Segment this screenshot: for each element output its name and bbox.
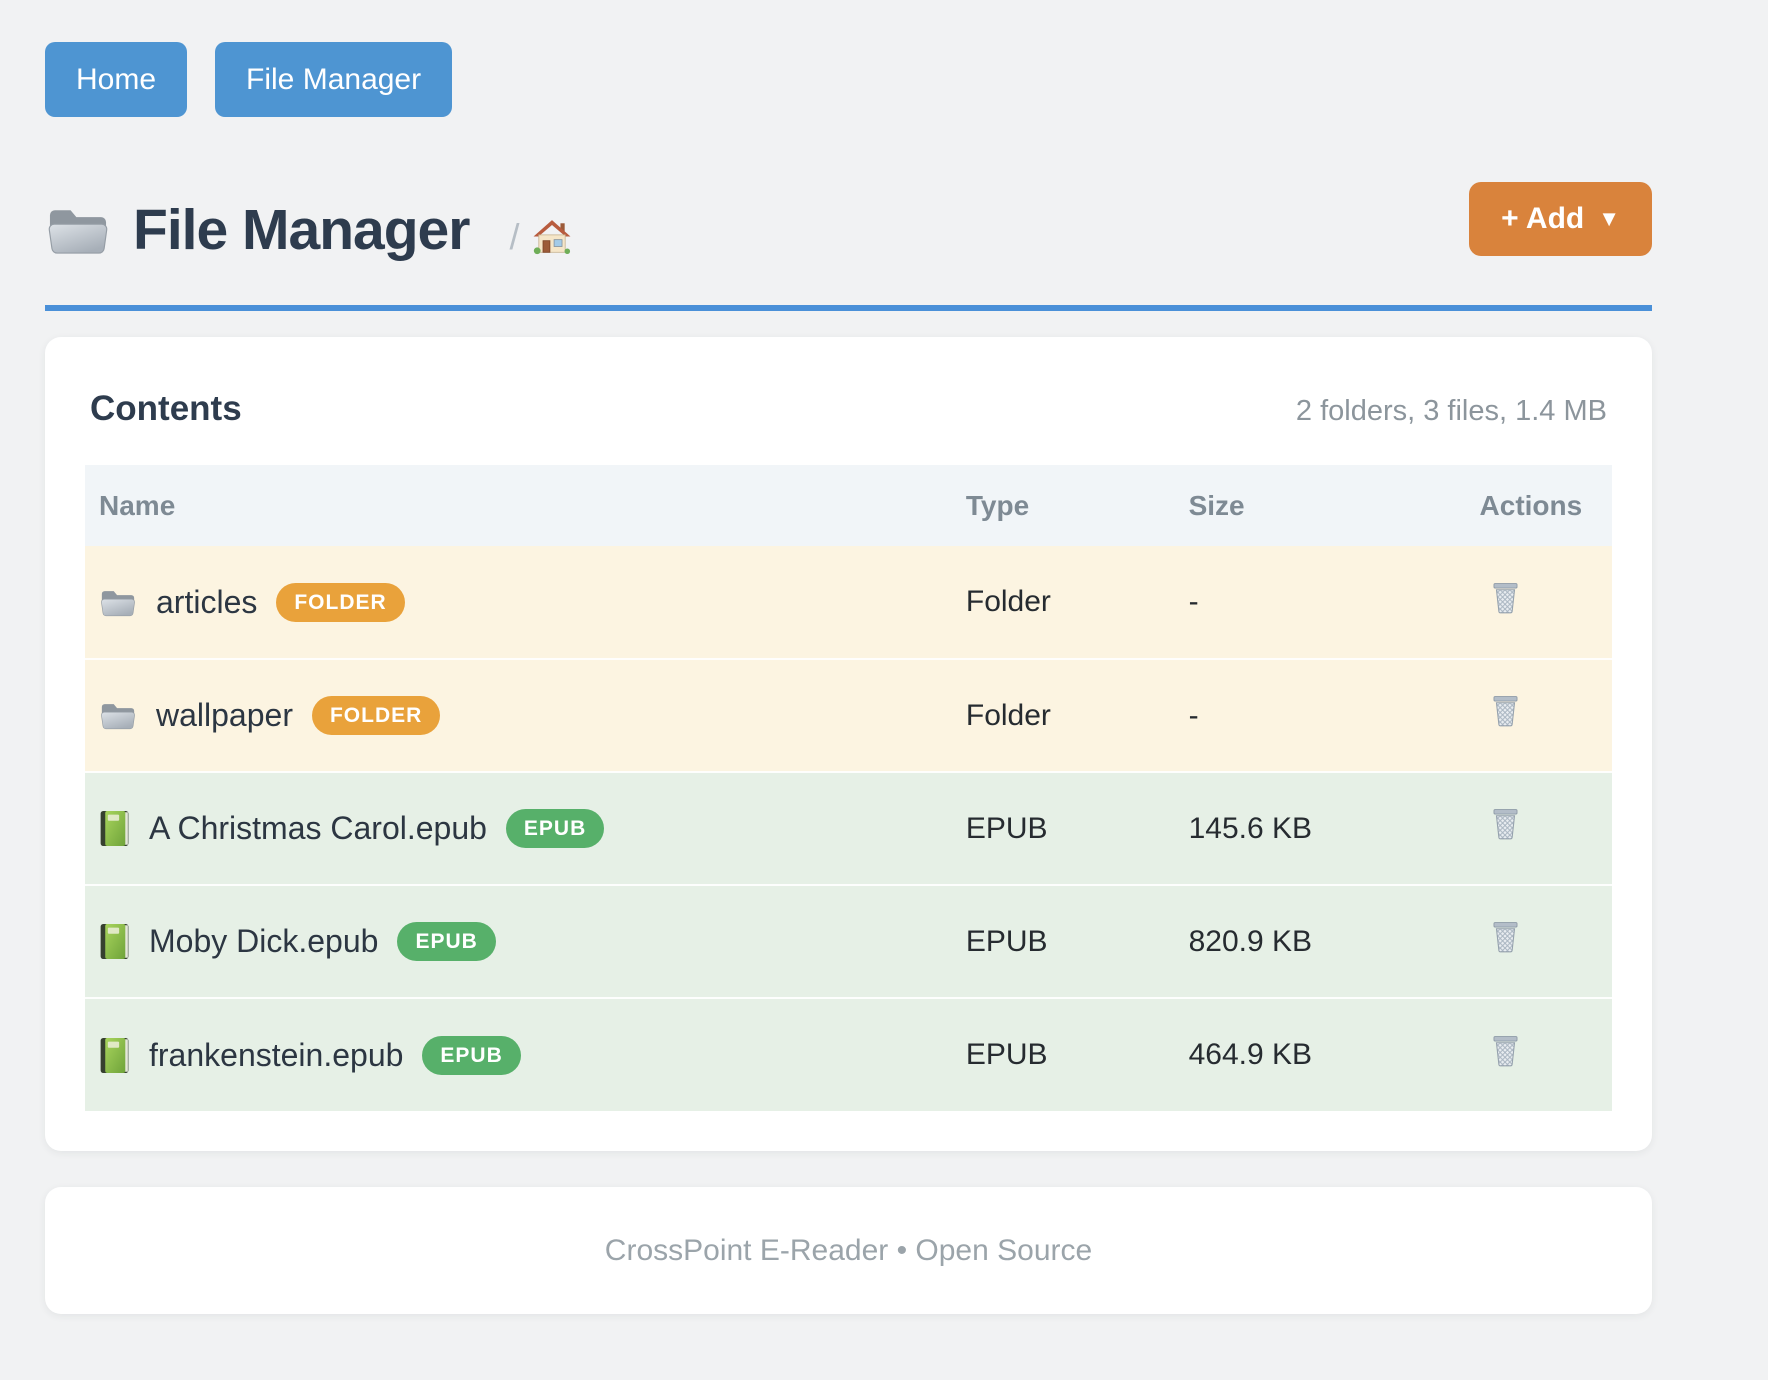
contents-card-header: Contents 2 folders, 3 files, 1.4 MB — [85, 389, 1612, 429]
footer: CrossPoint E-Reader • Open Source — [45, 1187, 1652, 1314]
column-header-size: Size — [1188, 489, 1245, 521]
file-type: EPUB — [965, 771, 1189, 885]
nav-home-button[interactable]: Home — [45, 42, 188, 117]
column-header-actions: Actions — [1479, 489, 1583, 521]
book-icon — [99, 810, 130, 847]
table-row: Moby Dick.epub EPUB EPUB 820.9 KB — [85, 884, 1612, 998]
type-badge: EPUB — [422, 1035, 521, 1075]
divider — [45, 305, 1652, 311]
type-badge: FOLDER — [276, 582, 405, 622]
file-name[interactable]: A Christmas Carol.epub — [149, 810, 487, 846]
type-badge: FOLDER — [311, 696, 441, 735]
table-row: frankenstein.epub EPUB EPUB 464.9 KB — [85, 997, 1612, 1111]
book-icon — [99, 923, 130, 960]
folder-icon — [99, 587, 137, 618]
file-type: Folder — [965, 658, 1189, 772]
page: Home File Manager File Manager / — [45, 0, 1652, 1314]
file-size: 464.9 KB — [1188, 997, 1480, 1111]
column-header-name: Name — [99, 489, 176, 521]
trash-icon[interactable] — [1480, 1035, 1518, 1068]
table-header-row: Name Type Size Actions — [85, 465, 1612, 546]
column-header-type: Type — [965, 489, 1030, 521]
trash-icon[interactable] — [1480, 582, 1518, 615]
nav-file-manager-button[interactable]: File Manager — [215, 42, 453, 117]
table-row: articles FOLDER Folder - — [85, 546, 1612, 659]
folder-icon — [99, 700, 137, 731]
caret-down-icon: ▼ — [1598, 206, 1620, 231]
file-type: EPUB — [965, 997, 1189, 1111]
book-icon — [99, 1037, 130, 1074]
contents-summary: 2 folders, 3 files, 1.4 MB — [1295, 395, 1607, 427]
trash-icon[interactable] — [1480, 921, 1518, 954]
file-name[interactable]: wallpaper — [156, 697, 293, 733]
file-size: - — [1188, 585, 1199, 618]
title-wrap: File Manager / — [45, 197, 571, 263]
table-row: A Christmas Carol.epub EPUB EPUB 145.6 K… — [85, 771, 1612, 885]
trash-icon[interactable] — [1480, 808, 1518, 841]
footer-text: CrossPoint E-Reader • Open Source — [604, 1233, 1093, 1267]
type-badge: EPUB — [505, 809, 605, 848]
home-icon[interactable] — [533, 219, 571, 255]
page-header: File Manager / + Add ▼ — [45, 182, 1652, 263]
file-size: 820.9 KB — [1188, 884, 1480, 998]
contents-heading: Contents — [90, 389, 242, 428]
file-size: - — [1188, 658, 1480, 772]
file-size: 145.6 KB — [1188, 771, 1480, 885]
file-name[interactable]: articles — [156, 583, 258, 620]
breadcrumb: / — [509, 216, 571, 258]
trash-icon[interactable] — [1480, 695, 1518, 728]
top-nav: Home File Manager — [45, 42, 1652, 117]
breadcrumb-separator: / — [509, 216, 520, 257]
table-row: wallpaper FOLDER Folder - — [85, 658, 1612, 772]
file-name[interactable]: Moby Dick.epub — [149, 923, 379, 959]
add-button-label: + Add — [1501, 202, 1585, 235]
files-table: Name Type Size Actions — [85, 465, 1612, 1111]
page-title: File Manager — [133, 198, 470, 262]
file-type: Folder — [965, 585, 1051, 618]
contents-card: Contents 2 folders, 3 files, 1.4 MB Name… — [45, 337, 1652, 1151]
type-badge: EPUB — [397, 922, 496, 961]
folder-icon — [45, 203, 111, 257]
file-type: EPUB — [965, 884, 1189, 998]
add-button[interactable]: + Add ▼ — [1469, 182, 1652, 256]
file-name[interactable]: frankenstein.epub — [149, 1036, 404, 1073]
